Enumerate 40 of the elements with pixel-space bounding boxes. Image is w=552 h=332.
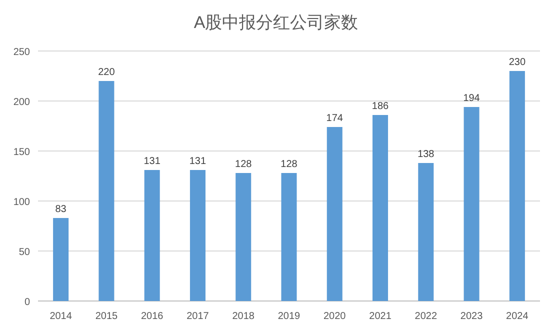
y-tick-label: 0 <box>24 297 30 308</box>
x-tick-label: 2024 <box>506 311 529 322</box>
x-tick-label: 2015 <box>95 311 118 322</box>
bar <box>418 163 434 301</box>
data-label: 220 <box>98 67 116 78</box>
x-tick-label: 2022 <box>414 311 438 322</box>
bar <box>98 81 114 301</box>
y-tick-label: 250 <box>13 47 30 58</box>
chart-title: A股中报分红公司家数 <box>194 13 358 32</box>
x-tick-label: 2018 <box>232 311 255 322</box>
bar <box>190 170 206 301</box>
data-label: 194 <box>463 93 480 104</box>
bar <box>326 127 342 301</box>
data-label: 138 <box>418 149 435 160</box>
data-label: 83 <box>55 204 67 215</box>
bar <box>509 71 525 301</box>
data-label: 230 <box>508 57 526 68</box>
x-tick-label: 2014 <box>50 311 72 322</box>
y-tick-label: 50 <box>18 247 30 258</box>
bar <box>53 218 69 301</box>
y-tick-label: 100 <box>13 197 30 208</box>
bar <box>236 173 252 301</box>
x-tick-label: 2016 <box>140 311 164 322</box>
bar <box>372 115 388 301</box>
data-label: 131 <box>189 156 207 167</box>
bar <box>281 173 297 301</box>
x-tick-label: 2023 <box>460 311 484 322</box>
data-label: 186 <box>372 101 390 112</box>
bar <box>464 107 480 301</box>
x-tick-label: 2017 <box>186 311 210 322</box>
data-label: 174 <box>326 113 344 124</box>
x-tick-label: 2020 <box>324 311 346 322</box>
data-label: 131 <box>144 156 161 167</box>
x-tick-label: 2021 <box>369 311 392 322</box>
y-tick-label: 200 <box>13 97 30 108</box>
y-tick-label: 150 <box>13 147 30 158</box>
data-label: 128 <box>280 159 298 170</box>
x-tick-label: 2019 <box>278 311 301 322</box>
data-label: 128 <box>235 159 252 170</box>
bar <box>144 170 160 301</box>
